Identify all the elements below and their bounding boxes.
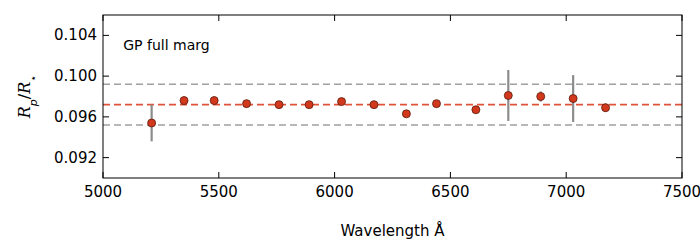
y-axis-label: Rp/R⋆ [15, 75, 40, 119]
reference-line [103, 124, 682, 126]
annotation: GP full marg [123, 37, 209, 53]
y-tick-label: 0.100 [54, 67, 97, 85]
y-tick [676, 35, 682, 36]
y-tick [103, 35, 109, 36]
x-tick-label: 5500 [200, 183, 238, 201]
x-tick [682, 15, 683, 21]
y-tick [103, 157, 109, 158]
data-point [370, 101, 378, 109]
x-tick-label: 7500 [663, 183, 700, 201]
data-point [504, 91, 512, 99]
frame [103, 15, 682, 178]
x-tick [566, 15, 567, 21]
x-tick [103, 172, 104, 178]
y-tick [676, 76, 682, 77]
y-tick [676, 157, 682, 158]
data-point [569, 95, 577, 103]
data-point [210, 97, 218, 105]
x-tick [218, 15, 219, 21]
x-tick [334, 172, 335, 178]
x-tick-label: 6000 [316, 183, 354, 201]
data-point [338, 98, 346, 106]
x-tick [682, 172, 683, 178]
plot-area [103, 70, 682, 141]
x-tick [103, 15, 104, 21]
data-point [602, 104, 610, 112]
data-point [305, 101, 313, 109]
x-tick [450, 172, 451, 178]
data-point [243, 100, 251, 108]
y-tick-label: 0.092 [54, 149, 97, 167]
x-tick [566, 172, 567, 178]
data-point [148, 119, 156, 127]
x-tick-label: 7000 [547, 183, 585, 201]
x-tick-label: 6500 [431, 183, 469, 201]
reference-line [103, 83, 682, 85]
data-point [472, 106, 480, 114]
reference-line [103, 104, 682, 106]
x-axis-label: Wavelength Å [340, 221, 445, 240]
x-tick [334, 15, 335, 21]
data-point [275, 101, 283, 109]
chart: 5000 5500 6000 6500 7000 7500 0.092 0.096 0.100 0… [0, 0, 700, 246]
x-tick-label: 5000 [84, 183, 122, 201]
data-point [402, 110, 410, 118]
x-tick [450, 15, 451, 21]
y-tick [676, 116, 682, 117]
data-point [537, 93, 545, 101]
data-point [433, 100, 441, 108]
y-tick-label: 0.104 [54, 26, 97, 44]
y-tick-label: 0.096 [54, 108, 97, 126]
x-tick [218, 172, 219, 178]
data-point [180, 97, 188, 105]
y-tick [103, 116, 109, 117]
y-tick [103, 76, 109, 77]
